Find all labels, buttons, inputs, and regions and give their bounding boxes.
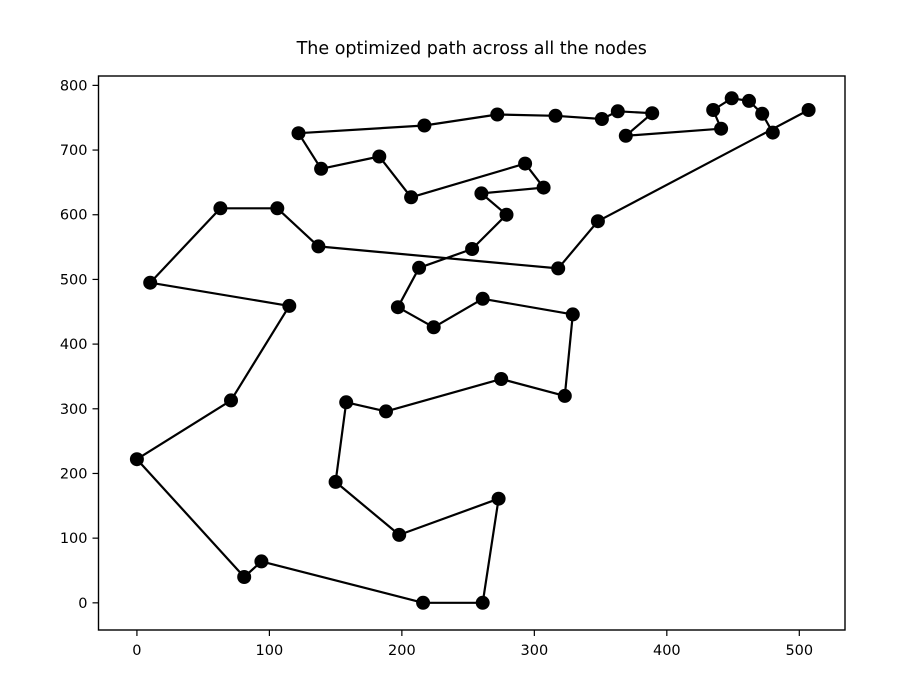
node-marker	[594, 112, 609, 126]
y-axis-ticks: 0 100 200 300 400 500 600 700 800	[60, 78, 99, 612]
node-marker	[379, 404, 393, 419]
node-marker	[724, 91, 739, 106]
node-marker	[412, 260, 427, 275]
node-marker	[551, 261, 566, 276]
x-axis-ticks: 0 100 200 300 400 500	[132, 630, 813, 659]
x-tick-label: 0	[132, 643, 141, 659]
plot-title: The optimized path across all the nodes	[296, 39, 647, 59]
node-marker	[282, 298, 297, 313]
node-marker	[254, 554, 269, 569]
y-tick-label: 100	[60, 531, 88, 547]
node-marker	[742, 93, 756, 108]
node-marker	[129, 452, 144, 467]
path-series	[129, 91, 816, 610]
node-marker	[765, 125, 780, 140]
node-marker	[416, 595, 431, 610]
y-tick-label: 800	[60, 78, 88, 94]
node-marker	[755, 106, 770, 121]
node-marker	[518, 156, 533, 171]
node-marker	[618, 128, 633, 143]
axes-spines	[97, 75, 846, 631]
x-tick-label: 200	[388, 643, 416, 659]
node-marker	[536, 180, 551, 195]
node-marker	[557, 388, 572, 403]
node-marker	[291, 126, 306, 141]
node-marker	[475, 595, 490, 610]
node-marker	[426, 320, 441, 335]
x-tick-label: 500	[785, 643, 813, 659]
x-tick-label: 300	[521, 643, 549, 659]
node-marker	[237, 570, 252, 584]
node-marker	[143, 275, 158, 290]
node-marker	[475, 291, 490, 306]
x-tick-label: 100	[256, 643, 284, 659]
node-marker	[499, 207, 514, 222]
y-tick-label: 300	[60, 402, 88, 418]
node-marker	[565, 307, 580, 322]
node-marker	[339, 395, 354, 410]
node-marker	[404, 190, 419, 205]
y-tick-label: 400	[60, 337, 88, 353]
node-marker	[390, 300, 405, 315]
node-marker	[801, 103, 816, 117]
node-marker	[706, 103, 721, 117]
node-marker	[714, 121, 729, 136]
node-marker	[490, 107, 505, 122]
y-tick-label: 500	[60, 272, 88, 288]
node-marker	[645, 106, 660, 121]
node-marker	[372, 149, 387, 164]
node-marker	[270, 201, 285, 216]
node-marker	[213, 201, 228, 216]
node-marker	[590, 214, 605, 229]
node-marker	[224, 393, 238, 408]
node-marker	[311, 239, 326, 254]
y-tick-label: 600	[60, 208, 88, 224]
node-marker	[491, 491, 506, 506]
y-tick-label: 0	[78, 596, 87, 612]
node-marker	[474, 186, 489, 201]
node-marker	[314, 161, 329, 176]
y-tick-label: 200	[60, 466, 88, 482]
x-tick-label: 400	[653, 643, 681, 659]
node-marker	[548, 108, 563, 123]
node-marker	[392, 527, 407, 542]
node-marker	[328, 474, 343, 489]
node-marker	[610, 104, 625, 119]
plot-area	[98, 76, 845, 630]
node-marker	[465, 242, 480, 256]
node-marker	[494, 372, 509, 386]
node-marker	[417, 118, 432, 133]
y-tick-label: 700	[60, 143, 88, 159]
